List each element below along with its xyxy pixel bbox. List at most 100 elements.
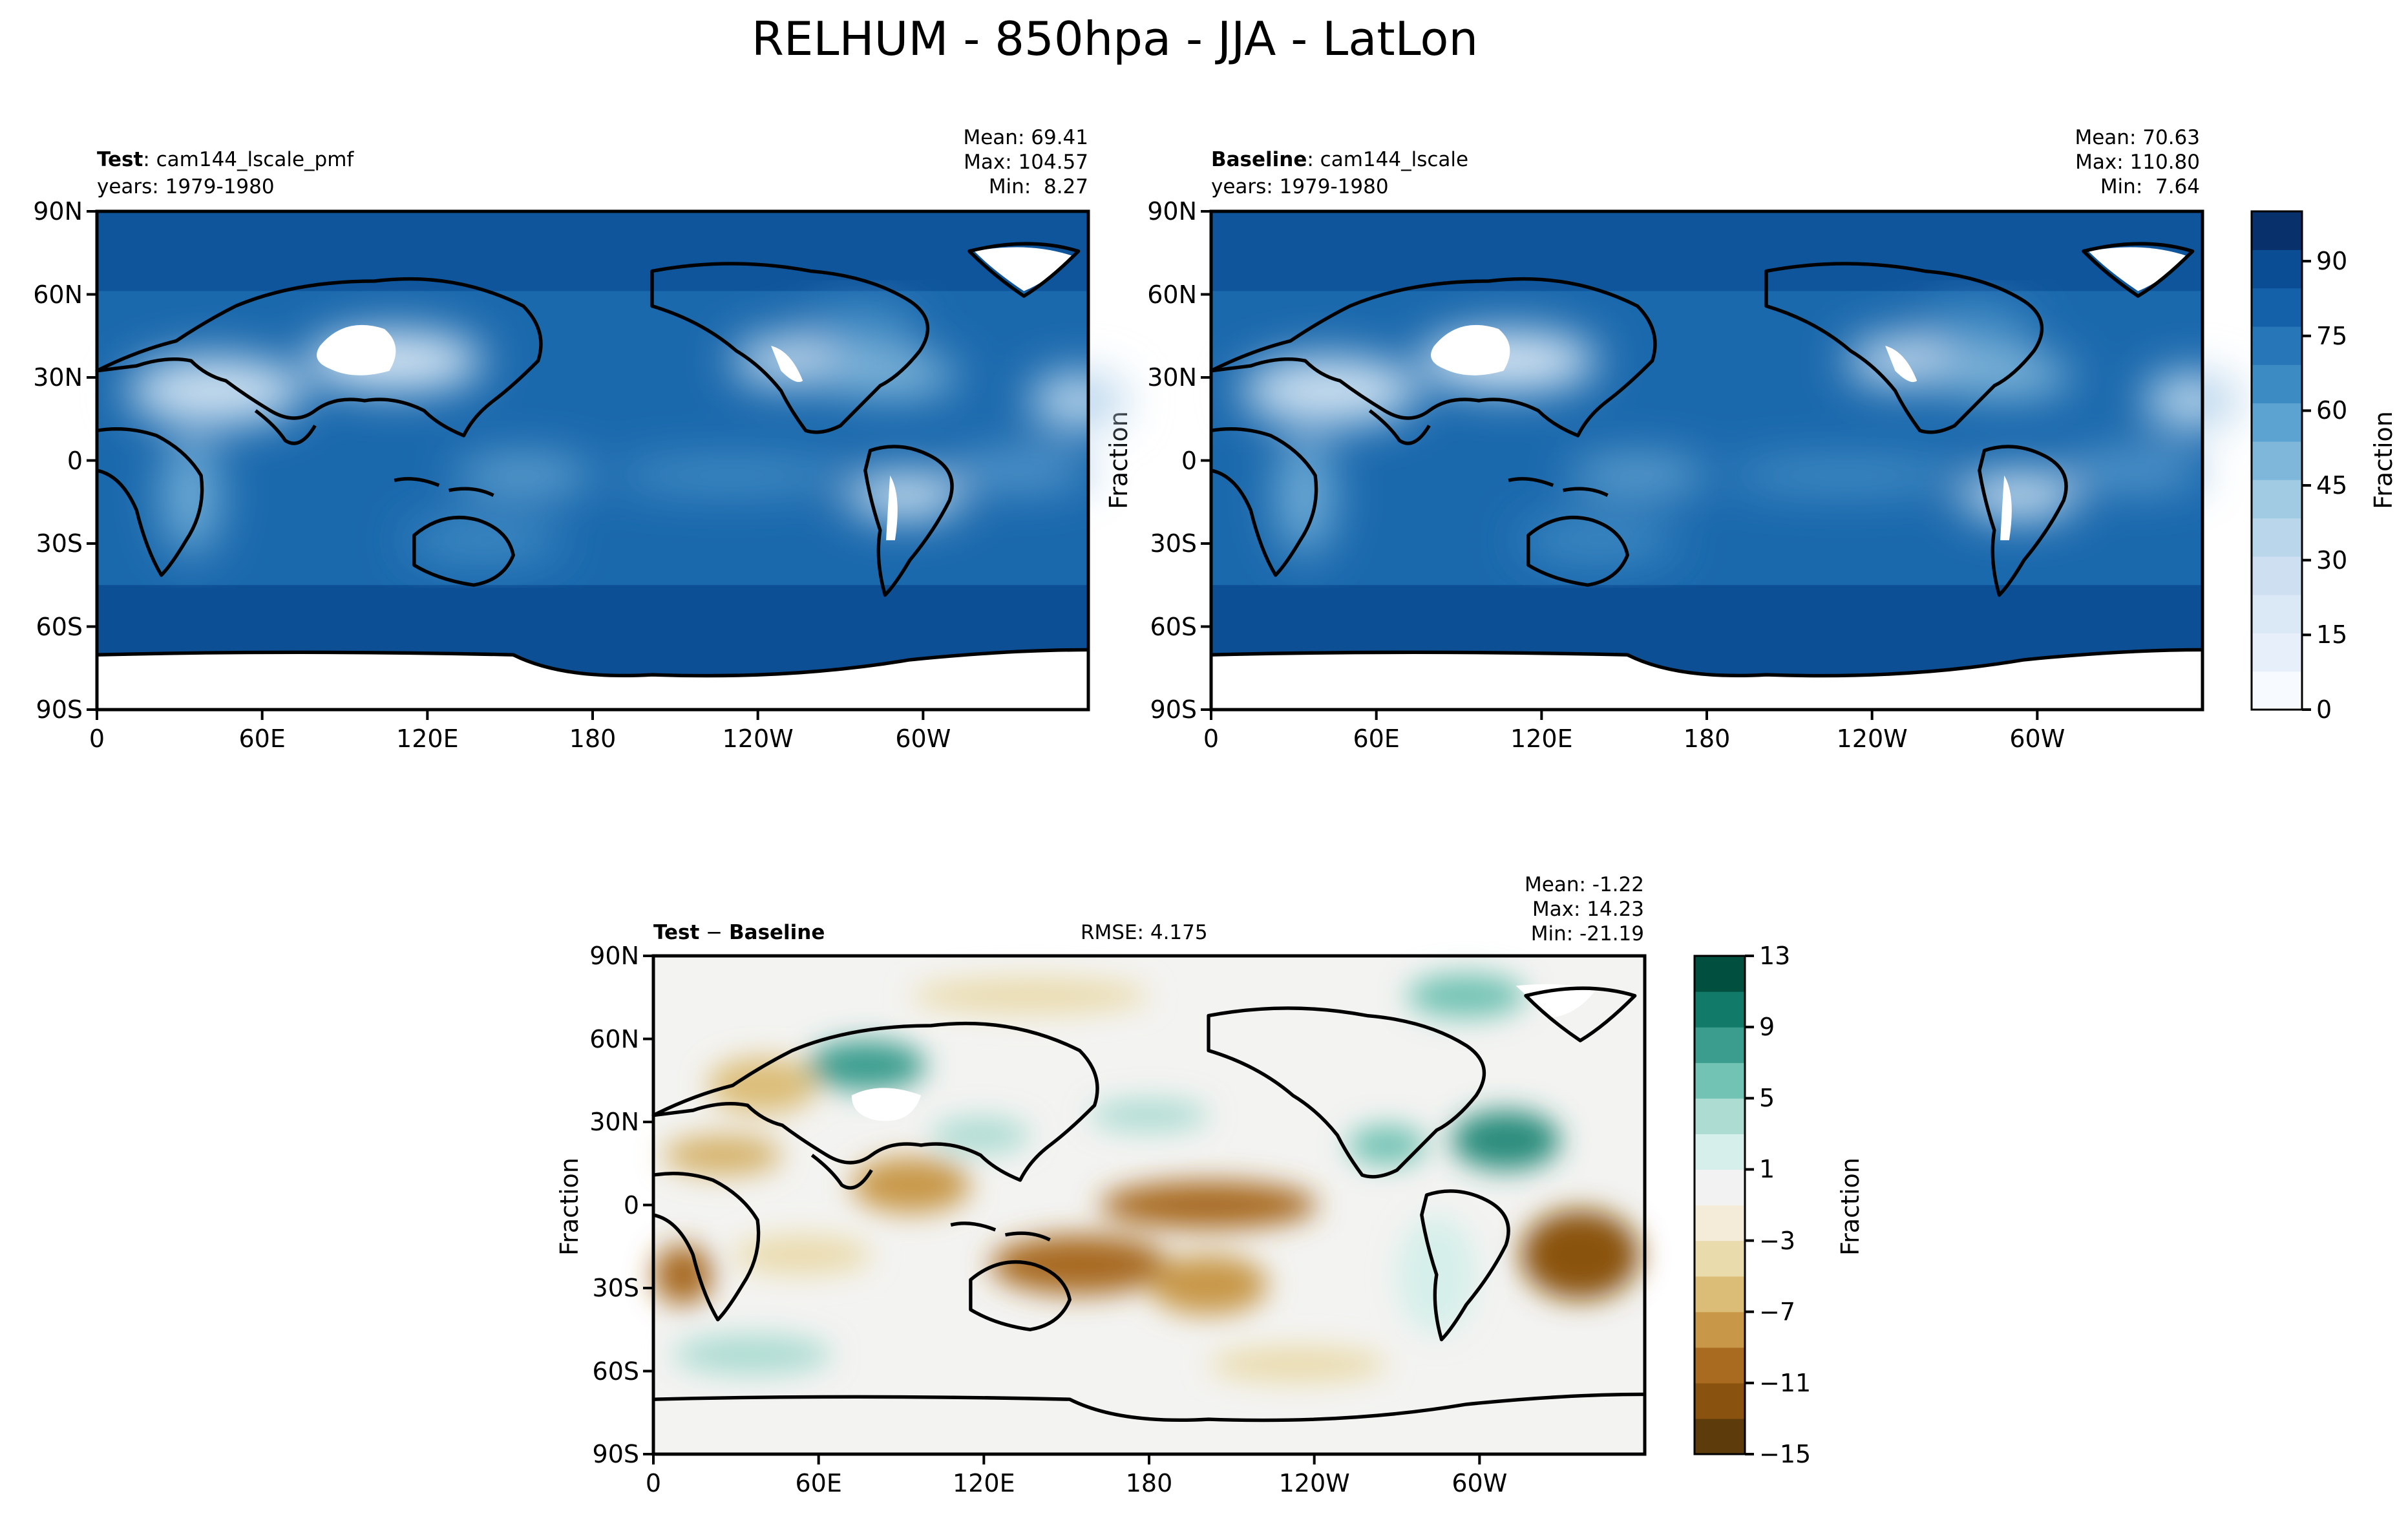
- baseline-lon-tick-label: 60W: [2009, 724, 2065, 753]
- test-lat-tick-label: 0: [67, 446, 83, 475]
- diff-colorbar-tick-label: 1: [1759, 1155, 1775, 1184]
- relhum-colorbar-tick-label: 60: [2316, 396, 2348, 425]
- diff-lat-tick-label: 90N: [589, 942, 639, 970]
- relhum-colorbar-tick-label: 0: [2316, 695, 2332, 724]
- diff-lon-tick-label: 60E: [795, 1469, 842, 1497]
- diff-colorbar-swatch: [1695, 1205, 1745, 1242]
- diff-lat-tick-label: 30S: [592, 1274, 639, 1302]
- baseline-stat-max: Max: 110.80: [2075, 151, 2200, 174]
- baseline-panel-label: Baseline: cam144_lscale: [1211, 147, 1468, 172]
- diff-lon-tick-label: 0: [645, 1469, 662, 1497]
- diff-colorbar-swatch: [1695, 1347, 1745, 1384]
- diff-label-bold-baseline: Baseline: [729, 921, 825, 944]
- diff-lon-tick-label: 120E: [953, 1469, 1015, 1497]
- diff-panel-label: Test − Baseline: [653, 920, 825, 945]
- diff-colorbar-swatch: [1695, 1276, 1745, 1313]
- diff-label-bold-test: Test: [653, 921, 700, 944]
- diff-colorbar-swatch: [1695, 956, 1745, 992]
- diff-colorbar-swatch: [1695, 1382, 1745, 1419]
- test-stat-mean: Mean: 69.41: [963, 126, 1088, 149]
- baseline-lat-tick-label: 30S: [1150, 529, 1197, 558]
- relhum-colorbar-tick-label: 75: [2316, 321, 2348, 350]
- baseline-map: [1211, 211, 2242, 710]
- baseline-stat-mean: Mean: 70.63: [2075, 126, 2200, 149]
- baseline-lon-tick-label: 120E: [1510, 724, 1573, 753]
- diff-colorbar-tick-label: 9: [1759, 1013, 1775, 1042]
- baseline-lat-tick-label: 60S: [1150, 612, 1197, 641]
- diff-colorbar-swatch: [1695, 1169, 1745, 1206]
- test-lat-tick-label: 30S: [36, 529, 83, 558]
- test-lon-tick-label: 60W: [895, 724, 951, 753]
- diff-rmse: RMSE: 4.175: [1081, 921, 1208, 944]
- test-stat-min: Min: 8.27: [988, 175, 1088, 198]
- baseline-lon-tick-label: 120W: [1836, 724, 1908, 753]
- relhum-colorbar-swatch: [2252, 556, 2302, 595]
- test-label-bold: Test: [97, 148, 143, 171]
- diff-lat-tick-label: 60N: [589, 1024, 639, 1053]
- diff-lat-tick-label: 0: [623, 1190, 639, 1220]
- diff-lat-tick-label: 30N: [589, 1108, 639, 1136]
- diff-map: [653, 956, 1645, 1454]
- baseline-label-bold: Baseline: [1211, 148, 1307, 171]
- test-lat-tick-label: 90S: [36, 695, 83, 724]
- diff-colorbar-tick-label: −11: [1759, 1368, 1811, 1397]
- test-map: [97, 211, 1128, 710]
- test-lon-tick-label: 120W: [722, 724, 794, 753]
- diff-colorbar-swatch: [1695, 1134, 1745, 1170]
- baseline-lon-tick-label: 180: [1683, 724, 1731, 753]
- test-lat-tick-label: 60N: [33, 280, 83, 309]
- relhum-colorbar-tick-label: 30: [2316, 545, 2348, 575]
- relhum-colorbar-swatch: [2252, 671, 2302, 710]
- baseline-lat-tick-label: 90S: [1150, 695, 1197, 724]
- relhum-colorbar-swatch: [2252, 211, 2302, 250]
- diff-stat-mean: Mean: -1.22: [1525, 873, 1644, 896]
- relhum-colorbar-tick-label: 15: [2316, 620, 2348, 650]
- diff-lon-tick-label: 180: [1125, 1469, 1173, 1497]
- diff-colorbar-swatch: [1695, 1240, 1745, 1277]
- diff-colorbar-tick-label: 5: [1759, 1084, 1775, 1113]
- diff-colorbar-swatch: [1695, 991, 1745, 1028]
- baseline-lon-tick-label: 60E: [1353, 724, 1400, 753]
- relhum-colorbar-swatch: [2252, 480, 2302, 519]
- diff-colorbar-swatch: [1695, 1062, 1745, 1099]
- baseline-stat-min: Min: 7.64: [2100, 175, 2200, 198]
- diff-stat-max: Max: 14.23: [1532, 898, 1644, 921]
- diff-colorbar-frame: [1693, 955, 1746, 1455]
- baseline-lat-tick-label: 60N: [1147, 280, 1197, 309]
- relhum-colorbar-tick-label: 90: [2316, 247, 2348, 276]
- test-lon-tick-label: 60E: [238, 724, 286, 753]
- diff-colorbar-tick-label: 13: [1759, 942, 1791, 970]
- figure-title: RELHUM - 850hpa - JJA - LatLon: [751, 12, 1479, 66]
- relhum-colorbar-swatch: [2252, 518, 2302, 557]
- baseline-lon-tick-label: 0: [1203, 724, 1220, 753]
- diff-stat-min: Min: -21.19: [1530, 922, 1644, 946]
- diff-label-sep: −: [699, 921, 730, 944]
- relhum-colorbar-swatch: [2252, 403, 2302, 442]
- diff-colorbar-swatch: [1695, 1418, 1745, 1455]
- baseline-lat-tick-label: 0: [1181, 446, 1197, 475]
- diff-colorbar-swatch: [1695, 1311, 1745, 1348]
- diff-lon-tick-label: 120W: [1278, 1469, 1350, 1497]
- relhum-colorbar-frame: [2250, 210, 2303, 711]
- diff-colorbar-tick-label: −7: [1759, 1297, 1796, 1326]
- test-lat-tick-label: 90N: [33, 197, 83, 226]
- diff-lat-tick-label: 90S: [592, 1440, 639, 1468]
- diff-stats: Mean: -1.22 Max: 14.23 Min: -21.19: [1525, 872, 1644, 946]
- baseline-stats: Mean: 70.63 Max: 110.80 Min: 7.64: [2075, 125, 2200, 199]
- diff-lon-tick-label: 60W: [1452, 1469, 1508, 1497]
- test-lon-tick-label: 120E: [396, 724, 459, 753]
- relhum-colorbar-swatch: [2252, 595, 2302, 633]
- test-stat-max: Max: 104.57: [964, 151, 1088, 174]
- relhum-colorbar-tick-label: 45: [2316, 471, 2348, 500]
- test-label-name: : cam144_lscale_pmf: [143, 148, 354, 171]
- relhum-colorbar-swatch: [2252, 365, 2302, 404]
- relhum-colorbar-swatch: [2252, 633, 2302, 672]
- test-panel-label: Test: cam144_lscale_pmf: [97, 147, 354, 172]
- relhum-colorbar-swatch: [2252, 326, 2302, 365]
- diff-lat-tick-label: 60S: [592, 1357, 639, 1386]
- diff-colorbar-swatch: [1695, 1098, 1745, 1134]
- test-lon-tick-label: 0: [89, 724, 105, 753]
- baseline-years: years: 1979-1980: [1211, 175, 1389, 198]
- relhum-colorbar-swatch: [2252, 441, 2302, 480]
- diff-colorbar-tick-label: −15: [1759, 1440, 1811, 1468]
